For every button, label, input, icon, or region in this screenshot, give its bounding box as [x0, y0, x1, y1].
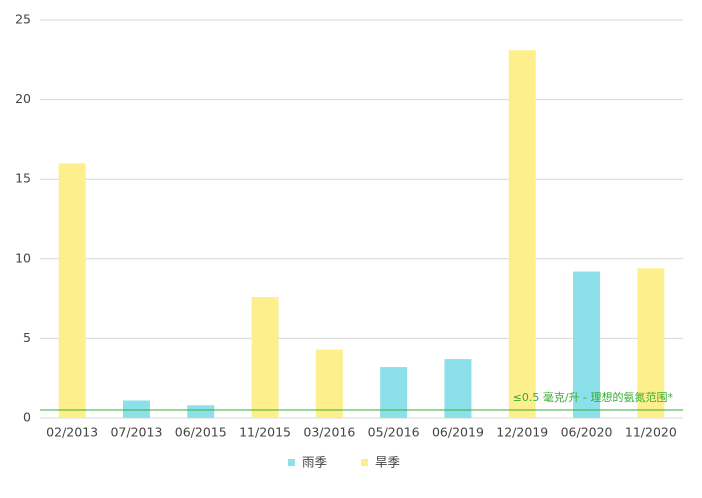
x-tick-label: 11/2020 [625, 425, 677, 440]
y-tick-label: 10 [15, 250, 31, 265]
bar [637, 268, 665, 418]
reference-label: ≤0.5 毫克/升 - 理想的氨氮范围* [513, 390, 674, 404]
x-tick-label: 07/2013 [110, 425, 162, 440]
bar [251, 297, 279, 418]
x-tick-label: 03/2016 [303, 425, 355, 440]
y-tick-label: 20 [15, 91, 31, 106]
bar [380, 367, 408, 418]
x-tick-label: 11/2015 [239, 425, 291, 440]
legend-marker [361, 459, 368, 466]
x-tick-label: 05/2016 [368, 425, 420, 440]
bar [122, 400, 150, 418]
x-tick-label: 06/2015 [175, 425, 227, 440]
legend-label: 雨季 [302, 455, 328, 470]
y-tick-label: 15 [15, 171, 31, 186]
y-tick-label: 0 [23, 410, 31, 425]
x-tick-label: 06/2020 [561, 425, 613, 440]
bar [187, 405, 215, 418]
legend-marker [288, 459, 295, 466]
legend-label: 旱季 [375, 455, 401, 470]
x-tick-label: 02/2013 [46, 425, 98, 440]
bar [508, 50, 536, 419]
y-tick-label: 5 [23, 330, 31, 345]
bar [58, 163, 86, 418]
bar [444, 359, 472, 418]
y-tick-label: 25 [15, 12, 31, 27]
bar [573, 271, 601, 418]
bar [315, 349, 343, 418]
x-tick-label: 06/2019 [432, 425, 484, 440]
x-tick-label: 12/2019 [496, 425, 548, 440]
